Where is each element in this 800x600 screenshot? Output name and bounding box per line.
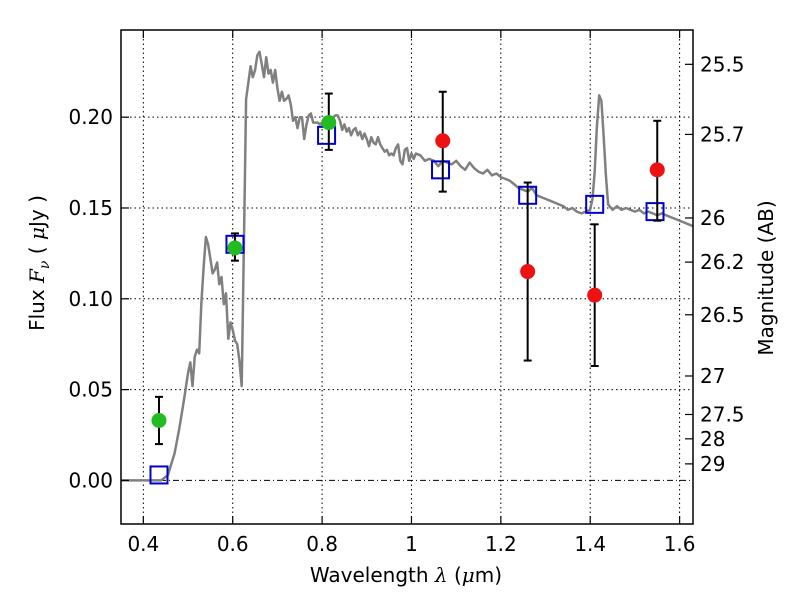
y-axis-title: Flux Fν ( μJy ) — [25, 195, 53, 331]
y2-tick-label: 25.7 — [700, 122, 745, 146]
y2-axis-title: Magnitude (AB) — [754, 200, 778, 355]
y2-tick-label: 28 — [700, 427, 725, 451]
x-tick-label: 1.2 — [485, 532, 517, 556]
x-tick-label: 0.8 — [306, 532, 338, 556]
x-tick-label: 0.4 — [127, 532, 159, 556]
y2-tick-label: 27.5 — [700, 402, 745, 426]
y2-tick-label: 29 — [700, 452, 725, 476]
observed-flux-point — [321, 115, 337, 131]
x-tick-label: 1 — [405, 532, 418, 556]
y-tick-label: 0.20 — [68, 105, 113, 129]
model-photometry-square — [149, 465, 169, 485]
plot-frame — [120, 29, 694, 525]
y2-tick-label: 26.5 — [700, 303, 745, 327]
y2-tick-label: 26.2 — [700, 250, 745, 274]
x-tick-label: 0.6 — [217, 532, 249, 556]
observed-flux-point — [649, 162, 665, 178]
model-photometry-square — [431, 160, 451, 180]
observed-flux-point — [587, 287, 603, 303]
y2-tick-label: 25.5 — [700, 52, 745, 76]
observed-flux-point — [435, 133, 451, 149]
grid-lines — [121, 30, 693, 524]
model-photometry-square — [585, 194, 605, 214]
x-tick-label: 1.4 — [574, 532, 606, 556]
x-tick-label: 1.6 — [664, 532, 696, 556]
plot-area — [121, 50, 694, 485]
sed-model-line — [121, 50, 694, 482]
y-tick-label: 0.15 — [68, 196, 113, 220]
y2-tick-label: 26 — [700, 206, 725, 230]
x-axis-title: Wavelength λ (μm) — [310, 563, 502, 587]
observed-flux-point — [151, 412, 167, 428]
y-tick-label: 0.00 — [68, 468, 113, 492]
y-tick-label: 0.05 — [68, 378, 113, 402]
y2-tick-label: 27 — [700, 364, 725, 388]
y-tick-label: 0.10 — [68, 287, 113, 311]
axis-ticks: 0.4 0.6 0.8 1 1.2 1.4 1.6 0.00 0.05 0.10 0.15 0.20 2… — [68, 30, 745, 556]
observed-flux-point — [227, 240, 243, 256]
observed-flux-point — [520, 264, 536, 280]
